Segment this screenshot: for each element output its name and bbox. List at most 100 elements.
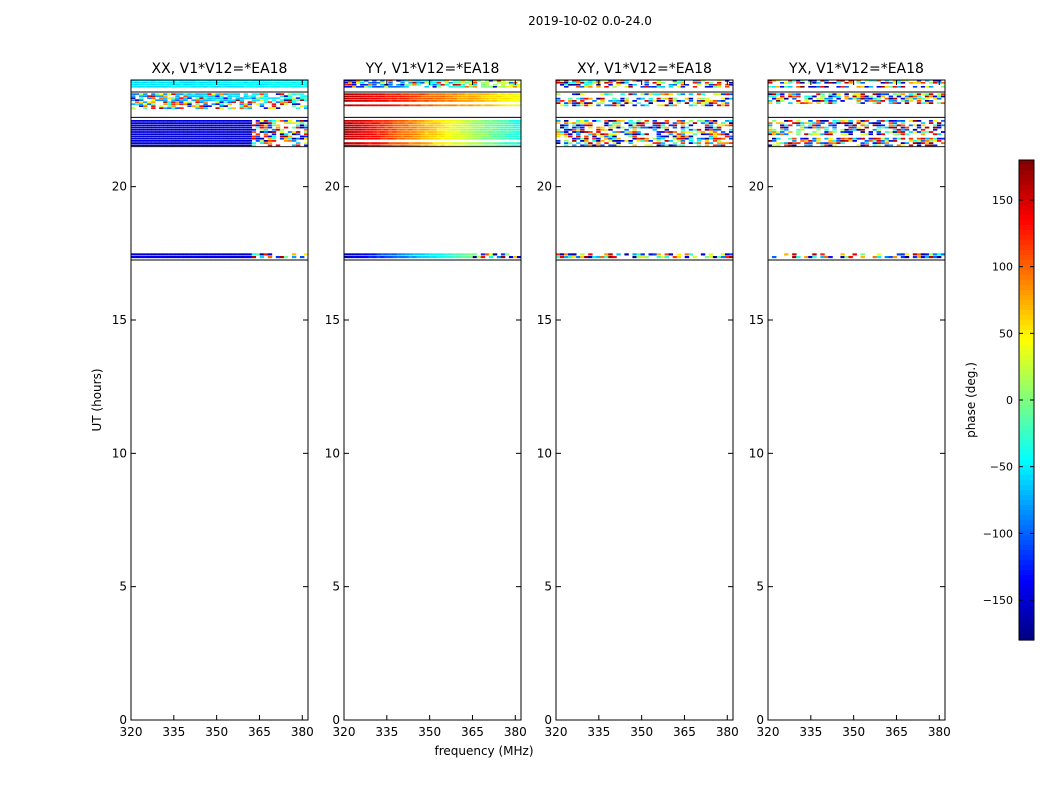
heatmap-cell	[472, 80, 478, 82]
heatmap-cell	[436, 126, 441, 129]
heatmap-cell	[556, 131, 561, 133]
heatmap-cell	[884, 256, 890, 259]
heatmap-cell	[796, 142, 801, 144]
heatmap-cell	[372, 122, 377, 124]
heatmap-cell	[424, 120, 429, 122]
heatmap-cell	[872, 140, 878, 142]
heatmap-cell	[243, 93, 249, 95]
heatmap-cell	[247, 107, 253, 109]
heatmap-cell	[291, 103, 297, 105]
heatmap-cell	[512, 95, 518, 98]
heatmap-cell	[488, 253, 494, 256]
heatmap-cell	[356, 104, 361, 107]
heatmap-cell	[299, 137, 305, 140]
heatmap-cell	[368, 124, 373, 127]
heatmap-cell	[932, 80, 938, 82]
colorbar-segment	[1019, 185, 1034, 191]
heatmap-cell	[344, 95, 349, 98]
heatmap-cell	[348, 95, 353, 98]
heatmap-cell	[476, 120, 482, 122]
heatmap-cell	[628, 124, 633, 127]
heatmap-cell	[360, 135, 365, 138]
heatmap-cell	[404, 253, 409, 256]
heatmap-cell	[404, 97, 409, 100]
heatmap-cell	[175, 144, 180, 147]
heatmap-cell	[143, 80, 148, 82]
heatmap-cell	[239, 131, 245, 133]
heatmap-cell	[688, 97, 694, 100]
heatmap-cell	[796, 102, 801, 104]
heatmap-cell	[139, 256, 144, 259]
heatmap-cell	[648, 93, 653, 96]
heatmap-cell	[616, 80, 621, 82]
heatmap-cell	[808, 140, 813, 142]
heatmap-cell	[556, 256, 561, 259]
heatmap-cell	[484, 122, 490, 124]
heatmap-cell	[364, 137, 369, 140]
panel-title: YX, V1*V12=*EA18	[788, 61, 924, 77]
heatmap-cell	[916, 137, 922, 140]
heatmap-cell	[768, 80, 773, 82]
heatmap-cell	[191, 122, 196, 124]
heatmap-cell	[291, 256, 297, 259]
heatmap-cell	[824, 86, 829, 88]
heatmap-cell	[620, 97, 625, 100]
heatmap-cell	[259, 253, 265, 256]
heatmap-cell	[344, 97, 349, 100]
heatmap-cell	[155, 124, 160, 127]
heatmap-cell	[348, 122, 353, 124]
heatmap-cell	[840, 142, 845, 144]
heatmap-cell	[380, 256, 385, 259]
heatmap-cell	[888, 82, 894, 84]
heatmap-cell	[792, 93, 797, 96]
heatmap-cell	[876, 102, 882, 104]
heatmap-cell	[364, 120, 369, 122]
heatmap-cell	[428, 95, 433, 98]
heatmap-cell	[344, 84, 349, 86]
heatmap-cell	[656, 144, 661, 147]
heatmap-cell	[372, 128, 377, 131]
heatmap-cell	[688, 120, 694, 122]
colorbar-segment	[1019, 320, 1034, 326]
heatmap-cell	[352, 104, 357, 107]
heatmap-cell	[295, 86, 301, 88]
heatmap-cell	[488, 93, 494, 96]
heatmap-cell	[904, 253, 910, 256]
heatmap-cell	[940, 142, 946, 144]
heatmap-cell	[800, 124, 805, 127]
heatmap-cell	[344, 126, 349, 129]
heatmap-cell	[780, 100, 785, 102]
heatmap-cell	[271, 137, 277, 140]
heatmap-cell	[676, 93, 682, 96]
heatmap-cell	[592, 82, 597, 84]
heatmap-cell	[860, 124, 865, 127]
heatmap-cell	[828, 140, 833, 142]
heatmap-cell	[484, 128, 490, 131]
heatmap-cell	[564, 128, 569, 131]
heatmap-cell	[776, 144, 781, 147]
heatmap-cell	[852, 126, 857, 129]
heatmap-cell	[295, 120, 301, 122]
heatmap-cell	[940, 95, 946, 98]
heatmap-cell	[604, 133, 609, 136]
heatmap-cell	[195, 144, 200, 147]
y-tick-label: 20	[749, 180, 764, 194]
heatmap-cell	[604, 137, 609, 140]
heatmap-cell	[908, 100, 914, 102]
heatmap-cell	[880, 142, 886, 144]
heatmap-cell	[356, 133, 361, 136]
heatmap-cell	[171, 93, 176, 95]
heatmap-cell	[788, 124, 793, 127]
heatmap-cell	[712, 137, 718, 140]
heatmap-cell	[432, 126, 437, 129]
heatmap-cell	[135, 84, 140, 86]
heatmap-cell	[187, 105, 192, 107]
heatmap-cell	[612, 80, 617, 82]
heatmap-cell	[884, 144, 890, 147]
heatmap-cell	[195, 131, 200, 133]
heatmap-cell	[484, 104, 490, 107]
heatmap-cell	[400, 137, 405, 140]
heatmap-cell	[400, 82, 405, 84]
heatmap-cell	[860, 102, 865, 104]
heatmap-cell	[612, 133, 617, 136]
